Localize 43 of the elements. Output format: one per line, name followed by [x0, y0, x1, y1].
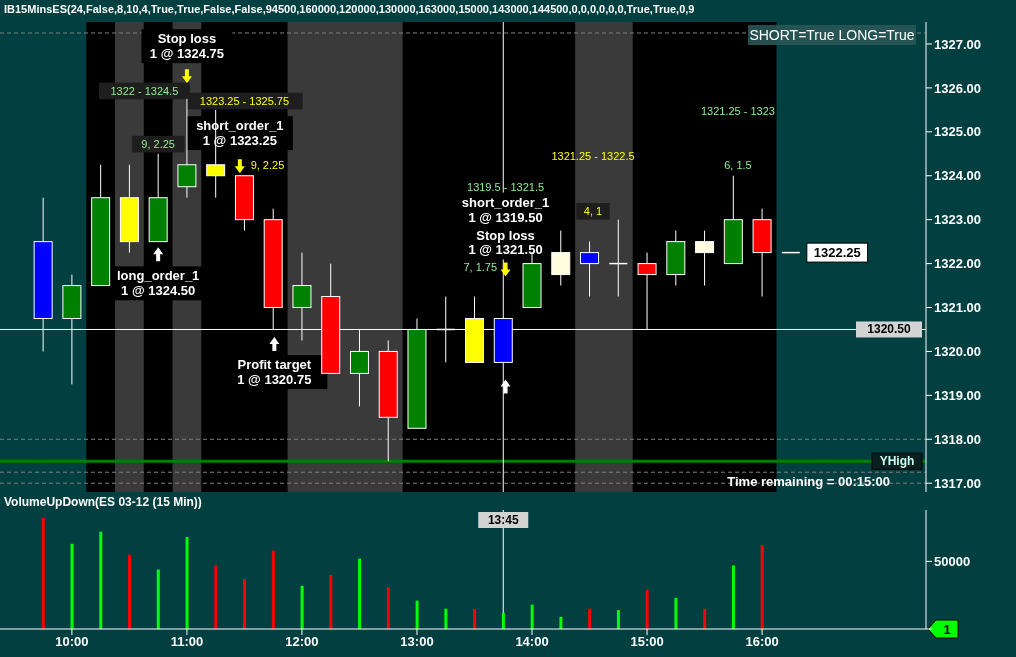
annotation: 9, 2.25	[141, 138, 175, 151]
y-tick-label: 1320.00	[934, 344, 981, 360]
ref-line-label: YHigh	[879, 454, 915, 469]
chart-title: IB15MinsES(24,False,8,10,4,True,True,False,False,94500,160000,120000,130000,163000,15000,143000,144500,0,0,0,0,0,0,True,True,0,9	[4, 3, 695, 15]
annotation: 4, 1	[583, 205, 603, 218]
annotation: short_order_1 1 @ 1319.50	[461, 194, 550, 225]
annotation: SHORT=True LONG=True	[749, 27, 915, 43]
annotation: 1323.25 - 1325.75	[199, 95, 290, 108]
y-tick-label: 1327.00	[934, 36, 981, 52]
x-tick-label: 13:00	[400, 634, 434, 650]
y-tick-label: 1326.00	[934, 80, 981, 96]
y-tick-label: 1321.00	[934, 300, 981, 316]
annotation: 7, 1.75	[463, 260, 498, 273]
x-tick-label: 16:00	[745, 634, 779, 650]
annotation: 1321.25 - 1322.5	[551, 150, 635, 163]
x-tick-label: 14:00	[515, 634, 549, 650]
annotation: 1322.25	[813, 245, 861, 261]
annotation: long_order_1 1 @ 1324.50	[116, 268, 200, 299]
annotation: 6, 1.5	[724, 158, 752, 171]
x-tick-label: 10:00	[55, 634, 89, 650]
annotation: Time remaining = 00:15:00	[727, 474, 890, 489]
annotation: Stop loss 1 @ 1324.75	[149, 31, 224, 62]
y-tick-label: 1323.00	[934, 212, 981, 228]
chart-title: VolumeUpDown(ES 03-12 (15 Min))	[4, 495, 202, 509]
y-tick-label: 50000	[934, 554, 971, 569]
y-tick-label: 1318.00	[934, 431, 981, 447]
annotation: Profit target 1 @ 1320.75	[237, 357, 312, 388]
text: 1	[943, 622, 951, 637]
y-tick-label: 1317.00	[934, 475, 981, 491]
x-tick-label: 15:00	[630, 634, 664, 650]
y-tick-label: 1322.00	[934, 256, 981, 272]
x-tick-label: 12:00	[285, 634, 319, 650]
annotation: 13:45	[487, 513, 519, 527]
y-tick-label: 1324.00	[934, 168, 981, 184]
annotation: 1322 - 1324.5	[110, 84, 179, 97]
annotation: 9, 2.25	[250, 158, 285, 171]
y-tick-label: 1325.00	[934, 124, 981, 140]
y-tick-label: 1319.00	[934, 387, 981, 403]
annotation: 1321.25 - 1323	[700, 105, 775, 118]
x-tick-label: 11:00	[170, 634, 204, 650]
annotation: Stop loss 1 @ 1321.50	[468, 227, 543, 258]
annotation: 1319.5 - 1321.5	[467, 180, 545, 193]
ref-line-label: 1320.50	[867, 322, 912, 337]
